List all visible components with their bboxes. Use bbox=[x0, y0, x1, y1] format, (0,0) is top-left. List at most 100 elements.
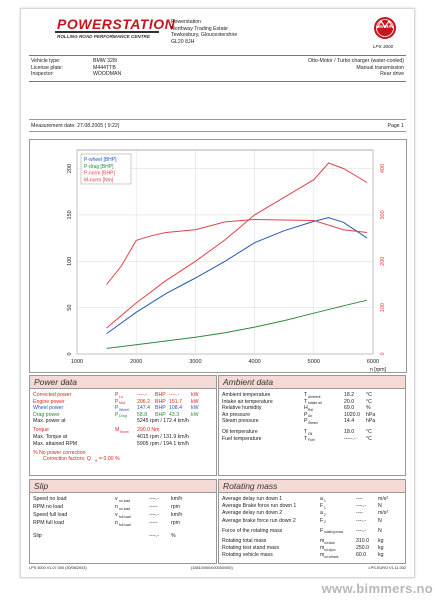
power-row-kw: 151.7 bbox=[169, 398, 182, 405]
slip-row-label: RPM full load bbox=[33, 520, 64, 526]
footer-mid: (15810/000/000000/000) bbox=[191, 566, 233, 570]
rotating-mass-label: Average Brake force run down 1 bbox=[222, 503, 297, 510]
power-row-kw: ----.- bbox=[169, 392, 180, 398]
slip-row-value: ----.- bbox=[149, 496, 160, 502]
footer-right: LPS-EURO V1.11.002 bbox=[368, 566, 407, 570]
footer-left: LPS 3000 V1.07.000 (30/08/2003) bbox=[29, 566, 87, 570]
power-row-bhp: ----.- bbox=[137, 392, 148, 398]
slip-row-subscript: full load bbox=[119, 522, 131, 527]
legend-entry: M-norm [Nm] bbox=[84, 177, 114, 183]
x-tick-label: 5000 bbox=[308, 359, 320, 365]
y-left-tick-label: 50 bbox=[67, 305, 73, 311]
rotating-mass-value: ----.- bbox=[356, 517, 367, 524]
legend-box bbox=[80, 153, 132, 185]
slip-header: Slip bbox=[29, 479, 217, 493]
rotating-mass-row: Average delay run down 2 a 2 ---- m/s² bbox=[222, 510, 402, 517]
ambient-row-value: 69.0 bbox=[344, 405, 355, 412]
ambient-row: Air pressure P Air 1020.0 hPa bbox=[222, 412, 402, 419]
rotating-mass-row: Rotating vehicle mass m rot.vehicle 60.0 kg bbox=[222, 552, 402, 559]
power-row-subscript: Wheel bbox=[119, 407, 130, 412]
ambient-row: Intake air temperature T Intake air 20.0 °C bbox=[222, 399, 402, 406]
address-block: Powerstation Northway Trading Estate Tew… bbox=[171, 19, 238, 45]
slip-row-symbol: n bbox=[115, 504, 118, 510]
rotating-mass-unit: N bbox=[378, 527, 382, 534]
rotating-mass-symbol: F bbox=[320, 503, 324, 510]
rotating-mass-row: Average delay run down 1 a 1 ---- m/s² bbox=[222, 496, 402, 503]
y-right-tick-label: 100 bbox=[380, 303, 386, 312]
slip-row-unit: rpm bbox=[171, 504, 180, 510]
power-row-bhp: 58.8 bbox=[137, 411, 148, 418]
y-left-tick-label: 200 bbox=[67, 164, 73, 173]
y-right-tick-label: 200 bbox=[380, 257, 386, 266]
rotating-mass-symbol: m bbox=[320, 552, 325, 559]
ambient-row-label: Intake air temperature bbox=[222, 398, 273, 405]
y-right-tick-label: 400 bbox=[380, 164, 386, 173]
rotating-mass-unit: m/s² bbox=[378, 510, 389, 517]
brand-tagline: ROLLING ROAD PERFORMANCE CENTRE bbox=[57, 34, 150, 39]
rotating-mass-subscript: rot.total bbox=[324, 540, 335, 545]
ambient-row: Steam pressure P Steam 14.4 hPa bbox=[222, 418, 402, 425]
rotating-mass-subscript: 1 bbox=[324, 498, 326, 503]
ambient-row-symbol: T bbox=[304, 429, 308, 435]
dyno-report-sheet: POWERSTATION ROLLING ROAD PERFORMANCE CE… bbox=[20, 8, 415, 578]
y-left-tick-label: 150 bbox=[67, 210, 73, 219]
rotating-mass-row: Rotating total mass m rot.total 310.0 kg bbox=[222, 538, 402, 545]
rotating-mass-subscript: rotating mass bbox=[324, 530, 344, 535]
ambient-row-value: -----.- bbox=[344, 435, 356, 442]
rotating-mass-value: 310.0 bbox=[356, 538, 369, 544]
ambient-row-subscript: Oil bbox=[308, 431, 313, 436]
rotating-mass-unit: kg bbox=[378, 552, 384, 559]
p-norm-series-line bbox=[106, 162, 368, 329]
power-row-bhp-unit: BHP bbox=[155, 411, 166, 418]
rotating-mass-label: Rotating total mass bbox=[222, 538, 267, 544]
ambient-row-symbol: P bbox=[304, 418, 308, 425]
rotating-mass-subscript: 2 bbox=[324, 520, 326, 525]
slip-row-unit: rpm bbox=[171, 520, 180, 526]
y-right-tick-label: 0 bbox=[380, 352, 386, 355]
power-row-kw: 43.3 bbox=[169, 411, 180, 418]
divider bbox=[29, 119, 406, 120]
slip-row-symbol: v bbox=[115, 496, 118, 502]
ambient-row-label: Ambient temperature bbox=[222, 392, 271, 398]
dyno-chart: 1000 2000 3000 4000 5000 6000 0 50 100 150 200 0 100… bbox=[29, 139, 407, 373]
x-tick-label: 4000 bbox=[248, 359, 260, 365]
rotating-mass-unit: N bbox=[378, 517, 382, 524]
slip-row-label: Speed no load bbox=[33, 496, 67, 502]
ambient-row-symbol: T bbox=[304, 398, 308, 405]
power-row-bhp-unit: BHP bbox=[155, 392, 166, 398]
max-torque-label: Max. Torque at bbox=[33, 434, 68, 440]
correction-note-1: % No power correction bbox=[33, 449, 86, 456]
ambient-row-unit: hPa bbox=[366, 411, 376, 418]
slip-row-subscript: no load bbox=[119, 506, 131, 511]
x-axis-unit: n [rpm] bbox=[370, 367, 387, 372]
ambient-row-symbol: P bbox=[304, 411, 308, 418]
power-row-kw: 108.4 bbox=[169, 405, 182, 412]
rotating-mass-subscript: rot.dyno bbox=[324, 547, 336, 552]
power-row-symbol: P bbox=[115, 405, 119, 412]
power-row-symbol: P bbox=[115, 392, 119, 398]
ambient-data-header: Ambient data bbox=[218, 375, 406, 389]
max-power-label: Max. power at bbox=[33, 418, 66, 425]
power-data-panel: Corrected power P Lo ----.- BHP ----.- kW Engi… bbox=[29, 388, 217, 476]
y-left-tick-label: 0 bbox=[67, 352, 73, 355]
torque-label: Torque bbox=[33, 427, 49, 434]
slip-row: RPM full load n full load ----- rpm bbox=[33, 520, 213, 527]
rotating-mass-unit: kg bbox=[378, 538, 384, 544]
ambient-row-label: Oil temperature bbox=[222, 429, 258, 435]
rotating-mass-unit: kg bbox=[378, 545, 384, 552]
ambient-row-subscript: Rel bbox=[308, 407, 314, 412]
ambient-row-unit: % bbox=[366, 405, 371, 412]
power-row: Wheel power P Wheel 147.4 BHP 108.4 kW bbox=[33, 405, 213, 412]
engine-info: Otto-Motor / Turbo charger (water-cooled… bbox=[307, 58, 404, 78]
ambient-row-label: Relative humidity bbox=[222, 405, 262, 412]
slip-row-label: Slip bbox=[33, 533, 42, 539]
slip-row-unit: % bbox=[171, 533, 176, 539]
ambient-data-panel: Ambient temperature T Ambient 18.2 °C Intake … bbox=[218, 388, 406, 476]
dyno-chart-svg: 1000 2000 3000 4000 5000 60000501001502000100… bbox=[67, 149, 387, 373]
x-tick-label: 1000 bbox=[71, 359, 83, 365]
rotating-mass-value: 60.0 bbox=[356, 552, 367, 559]
ambient-row-unit: °C bbox=[366, 429, 372, 435]
ambient-row-value: 18.0 bbox=[344, 429, 355, 435]
slip-row: Speed full load v full load ----.- km/h bbox=[33, 512, 213, 519]
ambient-row-subscript: Air bbox=[308, 414, 313, 419]
